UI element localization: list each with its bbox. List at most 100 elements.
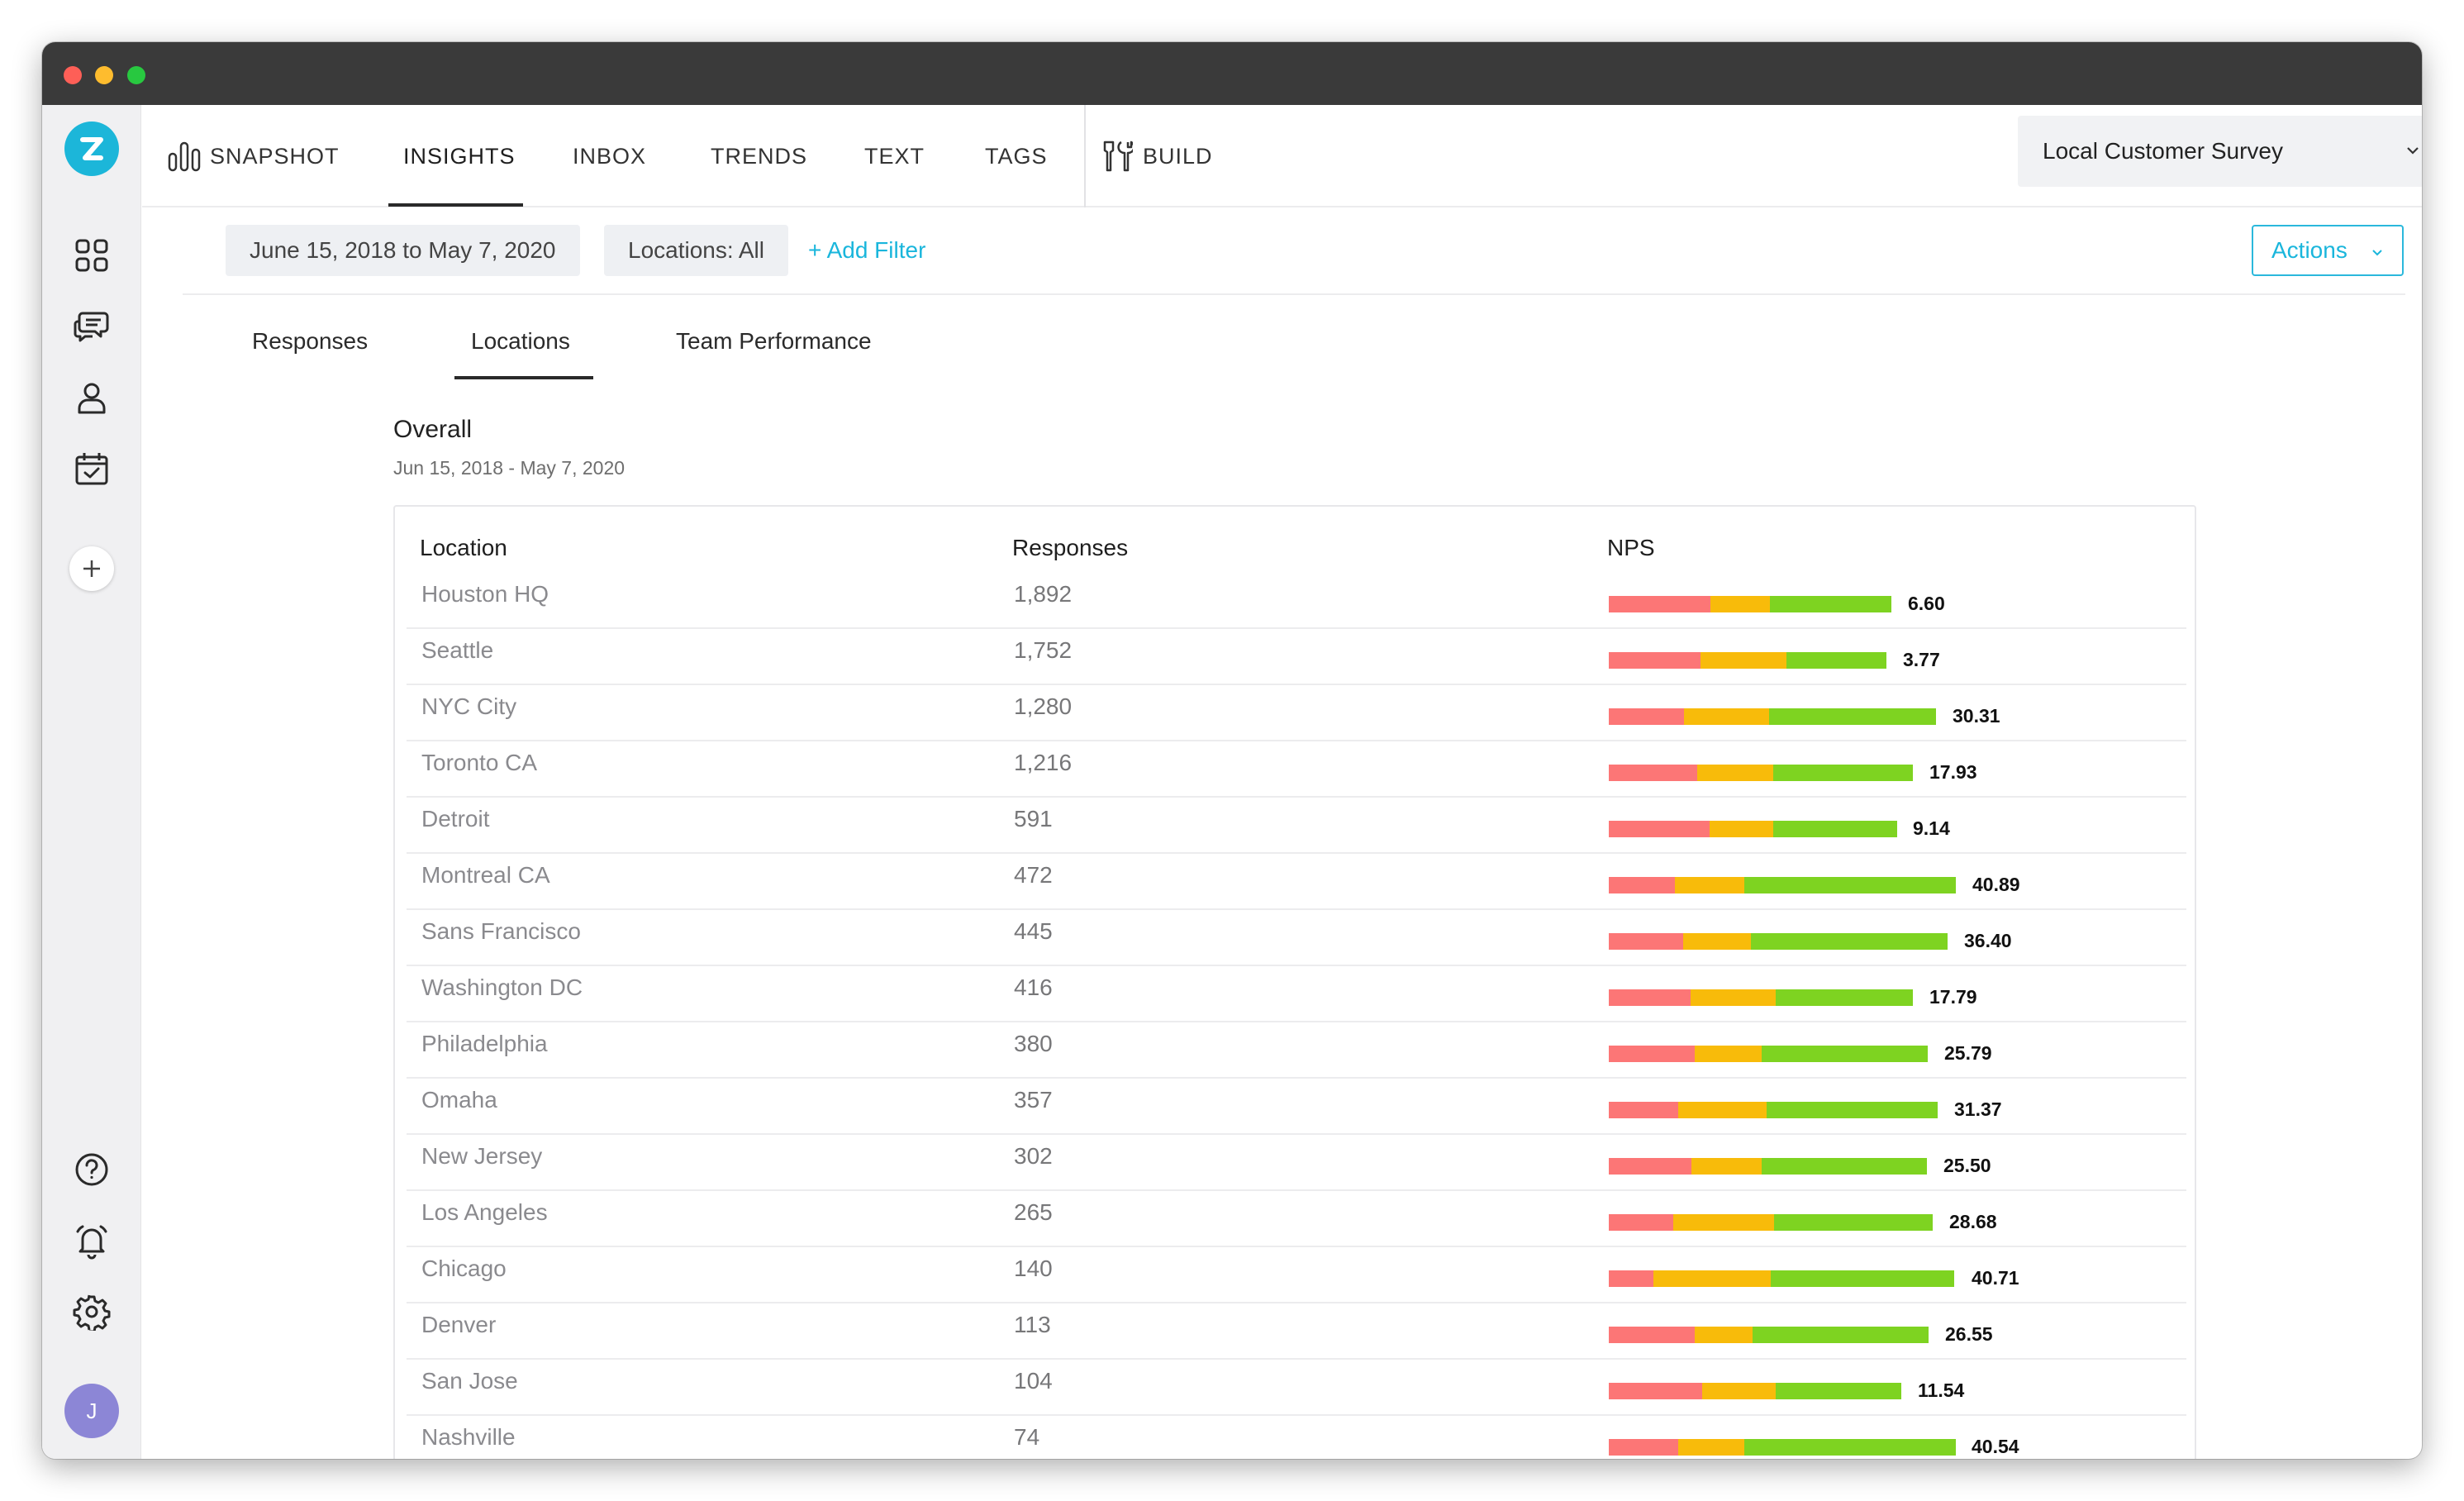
- add-filter-link[interactable]: + Add Filter: [808, 225, 925, 276]
- nav-tags-label: TAGS: [985, 143, 1048, 169]
- nps-promoters-segment: [1776, 989, 1913, 1006]
- table-row[interactable]: Nashville 74 40.54: [407, 1416, 2186, 1459]
- nps-bar: [1609, 1439, 1956, 1456]
- cell-responses: 591: [1014, 806, 1053, 832]
- top-nav: SNAPSHOT INSIGHTS INBOX TRENDS TEXT TAGS…: [142, 105, 2422, 207]
- dashboard-icon[interactable]: [65, 229, 118, 282]
- nps-bar: [1609, 989, 1913, 1006]
- nps-bar: [1609, 652, 1886, 669]
- table-row[interactable]: Seattle 1,752 3.77: [407, 629, 2186, 685]
- locations-filter[interactable]: Locations: All: [604, 225, 788, 276]
- nps-value: 3.77: [1903, 649, 1940, 670]
- nps-value: 31.37: [1954, 1098, 2002, 1120]
- tab-team-performance[interactable]: Team Performance: [676, 328, 872, 354]
- header-nps[interactable]: NPS: [1607, 535, 1655, 560]
- section-title: Overall: [393, 416, 473, 443]
- calendar-check-icon[interactable]: [65, 442, 118, 495]
- locations-filter-label: Locations: All: [628, 237, 764, 263]
- nps-detractors-segment: [1609, 821, 1710, 837]
- nps-promoters-segment: [1762, 1158, 1927, 1175]
- nav-snapshot[interactable]: SNAPSHOT: [167, 105, 340, 207]
- help-icon[interactable]: [65, 1143, 118, 1196]
- survey-select[interactable]: Local Customer Survey: [2018, 116, 2422, 187]
- nav-trends-label: TRENDS: [711, 143, 808, 169]
- nps-promoters-segment: [1771, 1270, 1954, 1287]
- table-row[interactable]: New Jersey 302 25.50: [407, 1135, 2186, 1191]
- nps-detractors-segment: [1609, 1158, 1691, 1175]
- cell-responses: 113: [1014, 1312, 1051, 1337]
- table-row[interactable]: Denver 113 26.55: [407, 1303, 2186, 1360]
- nps-bar: [1609, 933, 1948, 950]
- cell-responses: 302: [1014, 1143, 1053, 1169]
- cell-location: Chicago: [421, 1256, 507, 1281]
- minimize-window-button[interactable]: [95, 66, 113, 84]
- nps-value: 30.31: [1953, 705, 2000, 727]
- logo-icon[interactable]: [64, 122, 119, 176]
- cell-location: Washington DC: [421, 974, 583, 1000]
- table-row[interactable]: Washington DC 416 17.79: [407, 966, 2186, 1022]
- table-row[interactable]: Philadelphia 380 25.79: [407, 1022, 2186, 1079]
- add-button[interactable]: [69, 546, 114, 591]
- actions-label: Actions: [2271, 237, 2347, 263]
- nps-passives-segment: [1691, 989, 1776, 1006]
- nps-value: 28.68: [1949, 1211, 1997, 1232]
- nav-trends[interactable]: TRENDS: [711, 105, 807, 207]
- nav-text-label: TEXT: [864, 143, 925, 169]
- user-icon[interactable]: [65, 371, 118, 424]
- nav-text[interactable]: TEXT: [864, 105, 925, 207]
- table-row[interactable]: Sans Francisco 445 36.40: [407, 910, 2186, 966]
- avatar[interactable]: J: [64, 1384, 119, 1438]
- gear-icon[interactable]: [65, 1285, 118, 1338]
- cell-location: Seattle: [421, 637, 494, 663]
- locations-table: Location Responses NPS Houston HQ 1,892 6.…: [393, 505, 2196, 1459]
- tab-locations[interactable]: Locations: [471, 328, 570, 354]
- chat-icon[interactable]: [65, 299, 118, 352]
- nps-promoters-segment: [1744, 1439, 1956, 1456]
- cell-location: Montreal CA: [421, 862, 550, 888]
- cell-responses: 140: [1014, 1256, 1053, 1281]
- nps-passives-segment: [1673, 1214, 1774, 1231]
- nps-detractors-segment: [1609, 652, 1701, 669]
- nps-passives-segment: [1695, 1046, 1762, 1062]
- bell-icon[interactable]: [65, 1214, 118, 1267]
- nav-inbox[interactable]: INBOX: [573, 105, 646, 207]
- nps-bar: [1609, 1327, 1929, 1343]
- nav-build[interactable]: BUILD: [1101, 105, 1213, 207]
- nps-value: 26.55: [1945, 1323, 1993, 1345]
- table-row[interactable]: Omaha 357 31.37: [407, 1079, 2186, 1135]
- tab-responses[interactable]: Responses: [252, 328, 369, 354]
- close-window-button[interactable]: [64, 66, 82, 84]
- nps-bar: [1609, 1102, 1938, 1118]
- table-row[interactable]: San Jose 104 11.54: [407, 1360, 2186, 1416]
- cell-responses: 104: [1014, 1368, 1053, 1394]
- app-window: J SNAPSHOT INSIGHTS INBOX TRENDS TEXT TA…: [42, 42, 2422, 1459]
- table-row[interactable]: Montreal CA 472 40.89: [407, 854, 2186, 910]
- table-row[interactable]: NYC City 1,280 30.31: [407, 685, 2186, 741]
- nps-promoters-segment: [1762, 1046, 1928, 1062]
- nps-promoters-segment: [1773, 765, 1913, 781]
- cell-responses: 1,892: [1014, 581, 1073, 607]
- date-range-filter[interactable]: June 15, 2018 to May 7, 2020: [226, 225, 580, 276]
- nps-promoters-segment: [1773, 821, 1897, 837]
- chevron-down-icon: [2372, 250, 2382, 256]
- nps-detractors-segment: [1609, 877, 1675, 893]
- cell-location: Detroit: [421, 806, 490, 832]
- table-row[interactable]: Houston HQ 1,892 6.60: [407, 573, 2186, 629]
- nav-insights[interactable]: INSIGHTS: [403, 105, 516, 207]
- nps-bar: [1609, 1270, 1954, 1287]
- nps-promoters-segment: [1770, 596, 1891, 612]
- table-row[interactable]: Chicago 140 40.71: [407, 1247, 2186, 1303]
- header-responses[interactable]: Responses: [1012, 535, 1129, 560]
- nps-detractors-segment: [1609, 708, 1684, 725]
- cell-location: Toronto CA: [421, 750, 538, 775]
- nav-tags[interactable]: TAGS: [985, 105, 1048, 207]
- nps-value: 25.79: [1944, 1042, 1992, 1064]
- nps-promoters-segment: [1751, 933, 1948, 950]
- actions-button[interactable]: Actions: [2252, 225, 2404, 276]
- nps-value: 40.89: [1972, 874, 2020, 895]
- table-row[interactable]: Detroit 591 9.14: [407, 798, 2186, 854]
- table-row[interactable]: Los Angeles 265 28.68: [407, 1191, 2186, 1247]
- table-row[interactable]: Toronto CA 1,216 17.93: [407, 741, 2186, 798]
- header-location[interactable]: Location: [420, 535, 507, 560]
- maximize-window-button[interactable]: [127, 66, 145, 84]
